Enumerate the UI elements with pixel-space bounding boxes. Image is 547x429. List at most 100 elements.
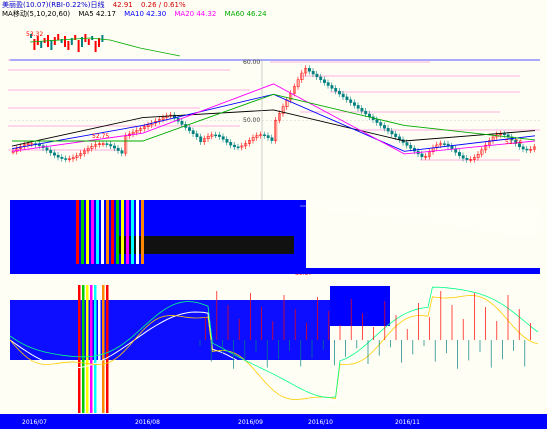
candle-body [113,145,116,149]
candle-body [319,76,323,81]
candle-body [353,102,356,106]
overview-candle [98,38,100,47]
candle-body [533,146,536,150]
ma20-value: MA20 44.32 [174,10,217,18]
candle-body [26,143,30,146]
date-label-4: 2016/11 [395,419,420,426]
candle-body [323,79,326,83]
lower-glitch-block-2 [330,286,390,326]
candle-body [281,106,285,114]
date-label-2: 2016/09 [238,419,263,426]
oscillator-line-3 [9,286,539,398]
ma-line-ma20 [11,83,536,155]
overview-candle [81,37,83,47]
candle-body [521,146,525,150]
candle-body [188,127,191,131]
glitch-dark-bar [118,236,294,254]
date-label-3: 2016/10 [308,419,333,426]
oscillator-line-2 [9,295,539,400]
lower-glitch-block [10,300,330,360]
overview-candle [77,40,80,52]
candle-body [405,142,409,146]
candle-body [270,137,274,141]
candle-body [248,140,251,144]
candle-body [236,146,240,149]
candle-body [101,143,105,145]
candle-body [379,122,383,126]
ma60-value: MA60 46.24 [224,10,267,18]
lower-color-stripe [102,285,105,413]
candle-body [195,133,199,138]
overview-panel [0,20,547,58]
candle-body [229,142,233,146]
candle-body [120,150,124,154]
date-label-0: 2016/07 [22,419,47,426]
candle-body [326,82,330,86]
candle-body [308,68,311,72]
ma5-value: MA5 42.17 [78,10,116,18]
candle-body [518,143,521,148]
last-price: 42.91 [112,1,133,9]
candle-body [263,134,266,136]
candle-body [484,144,488,151]
candle-body [514,139,518,144]
candle-body [240,145,244,148]
date-label-1: 2016/08 [135,419,160,426]
overview-candle [57,34,60,40]
candle-body [383,125,386,129]
candle-body [68,158,71,161]
candle-body [386,128,390,132]
candle-body [83,150,86,154]
candle-body [79,153,83,157]
candle-body [203,138,206,143]
overview-high-label: 53.32 [26,31,43,38]
candle-body [368,113,371,118]
candle-body [349,99,353,103]
candle-body [218,134,221,137]
candle-body [503,133,506,136]
candle-body [465,158,469,160]
candle-body [450,145,454,150]
candle-body [338,90,341,95]
axis-label-60: 60.00 [243,59,260,66]
date-axis-bar [0,414,547,429]
candle-body [356,105,360,109]
candle-body [304,68,308,74]
high-mark-right: 51.74 [505,139,522,146]
glitch-strip-divider [10,268,540,274]
candle-body [53,152,56,156]
candle-body [143,126,146,129]
glitch-color-stripe [91,200,94,264]
candle-body [390,130,394,135]
candle-body [135,130,139,133]
candle-body [315,73,319,78]
overview-candle [94,41,97,52]
overview-candle [70,38,73,45]
price-change: 0.26 / 0.61% [140,1,186,9]
candle-body [139,128,143,131]
overview-candle [53,37,56,45]
glitch-color-stripe [116,200,119,264]
lower-color-stripe [94,285,97,413]
glitch-color-stripe [96,200,99,264]
candle-body [293,86,296,94]
candle-body [461,155,465,159]
ma-line-ma60 [12,93,536,142]
candle-body [221,136,225,140]
candle-body [86,148,90,152]
oscillator-line-1 [9,291,539,404]
candle-body [341,93,345,98]
candle-body [473,157,476,160]
overview-candle [67,41,70,50]
candle-body [199,136,203,143]
candle-body [56,154,60,158]
glitch-color-stripe [76,200,79,264]
candle-body [161,117,165,120]
candle-body [38,144,41,146]
candle-body [334,88,338,92]
lower-color-stripe [78,285,81,413]
ma10-value: MA10 42.30 [124,10,167,18]
candle-body [439,143,443,146]
candle-body [60,156,64,159]
overview-candle [43,38,46,43]
